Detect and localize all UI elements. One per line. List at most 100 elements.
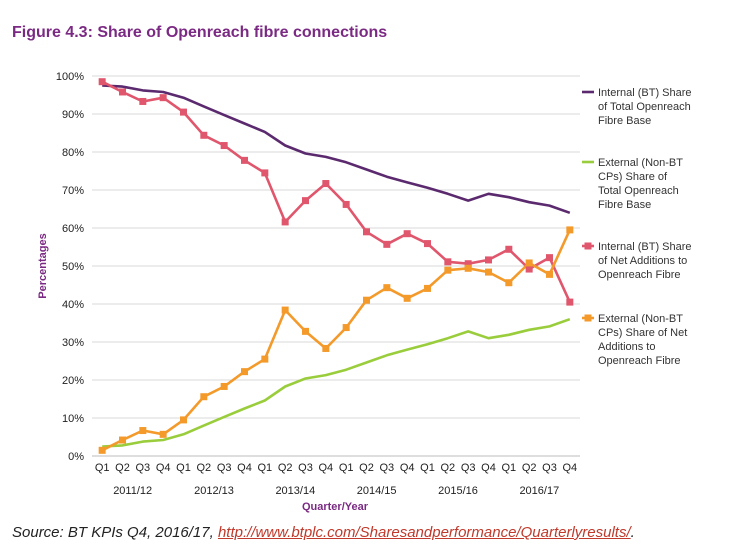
data-point (322, 180, 330, 188)
data-point (159, 430, 167, 438)
data-point (424, 284, 431, 292)
x-tick-label: Q3 (135, 462, 150, 474)
data-point (119, 436, 126, 444)
x-group-label: 2014/15 (357, 485, 397, 497)
y-tick-label: 40% (62, 299, 84, 311)
y-tick-label: 80% (62, 147, 84, 159)
x-tick-label: Q1 (420, 462, 435, 474)
legend-label: Internal (BT) Share of Total Openreach Fib… (598, 87, 692, 127)
data-point (403, 230, 411, 238)
y-tick-label: 100% (56, 71, 84, 83)
x-tick-label: Q3 (298, 462, 313, 474)
x-tick-label: Q2 (278, 462, 293, 474)
x-tick-label: Q3 (379, 462, 394, 474)
data-point (241, 156, 248, 164)
data-point (403, 294, 411, 302)
y-axis-label: Percentages (37, 233, 49, 298)
data-point (180, 108, 187, 116)
y-tick-label: 30% (62, 337, 84, 349)
data-point (525, 265, 533, 273)
y-tick-label: 90% (62, 109, 84, 121)
data-point (485, 256, 492, 264)
x-tick-label: Q4 (156, 462, 171, 474)
x-tick-label: Q3 (542, 462, 557, 474)
y-tick-label: 0% (68, 451, 84, 463)
data-point (200, 393, 208, 401)
x-tick-label: Q1 (176, 462, 191, 474)
data-point (322, 344, 330, 352)
x-tick-label: Q4 (318, 462, 333, 474)
data-point (220, 382, 228, 390)
data-point (98, 446, 106, 454)
x-axis-label: Quarter/Year (302, 501, 369, 513)
source-prefix: Source: BT KPIs Q4, 2016/17, (12, 524, 218, 541)
data-point (241, 368, 248, 376)
x-axis: Q1 Q2 Q3 Q4 Q1 Q2 Q3 Q4 Q1 Q2 Q3 Q4 Q1 Q2 Q3 Q4 Q1 Q2 Q3 Q4… (92, 455, 580, 497)
source-link[interactable]: http://www.btplc.com/Sharesandperformanc… (217, 524, 631, 541)
y-tick-label: 20% (62, 375, 84, 387)
data-point (302, 327, 309, 335)
x-tick-label: Q3 (461, 462, 476, 474)
data-point (363, 228, 370, 236)
data-point (119, 88, 126, 96)
legend-label: External (Non-BT CPs) Share of Total Openr… (598, 157, 683, 211)
line-chart: 0% 10% 20% 30% 40% 50% 60% 70% 80% 90% 100% Q1 Q2 Q3… (37, 71, 692, 513)
data-point (98, 78, 106, 86)
data-point (200, 131, 208, 139)
data-point (424, 240, 431, 248)
data-point (363, 296, 370, 304)
series-line (102, 84, 571, 215)
x-group-label: 2013/14 (275, 485, 315, 497)
x-tick-label: Q1 (95, 462, 110, 474)
legend-label: External (Non-BT CPs) Share of Net Additio… (598, 313, 687, 367)
data-point (505, 245, 513, 253)
x-tick-label: Q1 (339, 462, 354, 474)
x-tick-label: Q4 (237, 462, 252, 474)
data-point (566, 298, 574, 306)
data-point (139, 97, 147, 105)
data-point (464, 264, 472, 272)
data-point (220, 142, 228, 150)
series-line (101, 229, 571, 452)
y-tick-label: 50% (62, 261, 84, 273)
data-point (505, 279, 513, 287)
x-group-label: 2015/16 (438, 485, 478, 497)
x-tick-label: Q2 (522, 462, 537, 474)
gridlines (92, 75, 580, 419)
data-point (383, 240, 391, 248)
x-tick-label: Q2 (196, 462, 211, 474)
series-line (101, 80, 571, 303)
data-point (139, 427, 147, 435)
x-group-label: 2012/13 (194, 485, 234, 497)
x-tick-label: Q3 (217, 462, 232, 474)
data-point (302, 197, 309, 205)
legend-label: Internal (BT) Share of Net Additions to Op… (598, 241, 692, 281)
data-point (180, 416, 187, 424)
x-tick-label: Q1 (257, 462, 272, 474)
legend: Internal (BT) Share of Total Openreach Fib… (582, 87, 692, 367)
x-tick-label: Q4 (562, 462, 577, 474)
x-tick-label: Q2 (115, 462, 130, 474)
x-tick-label: Q2 (440, 462, 455, 474)
figure-title: Figure 4.3: Share of Openreach fibre con… (12, 24, 388, 41)
x-group-label: 2016/17 (519, 485, 559, 497)
data-point (261, 169, 269, 177)
data-point (342, 200, 350, 208)
x-tick-label: Q4 (481, 462, 496, 474)
data-point (546, 254, 553, 262)
legend-marker (584, 314, 592, 322)
data-point (281, 306, 289, 314)
data-point (546, 270, 553, 278)
x-tick-label: Q4 (400, 462, 415, 474)
y-tick-label: 10% (62, 413, 84, 425)
data-point (444, 266, 452, 274)
data-point (464, 260, 472, 268)
data-point (159, 94, 167, 102)
source-note: Source: BT KPIs Q4, 2016/17, http://www.… (12, 524, 635, 541)
y-tick-label: 60% (62, 223, 84, 235)
y-axis: 0% 10% 20% 30% 40% 50% 60% 70% 80% 90% 100% (56, 71, 84, 463)
data-point (342, 324, 350, 332)
series-markers (98, 78, 574, 454)
x-tick-label: Q1 (501, 462, 516, 474)
legend-marker (584, 242, 592, 250)
